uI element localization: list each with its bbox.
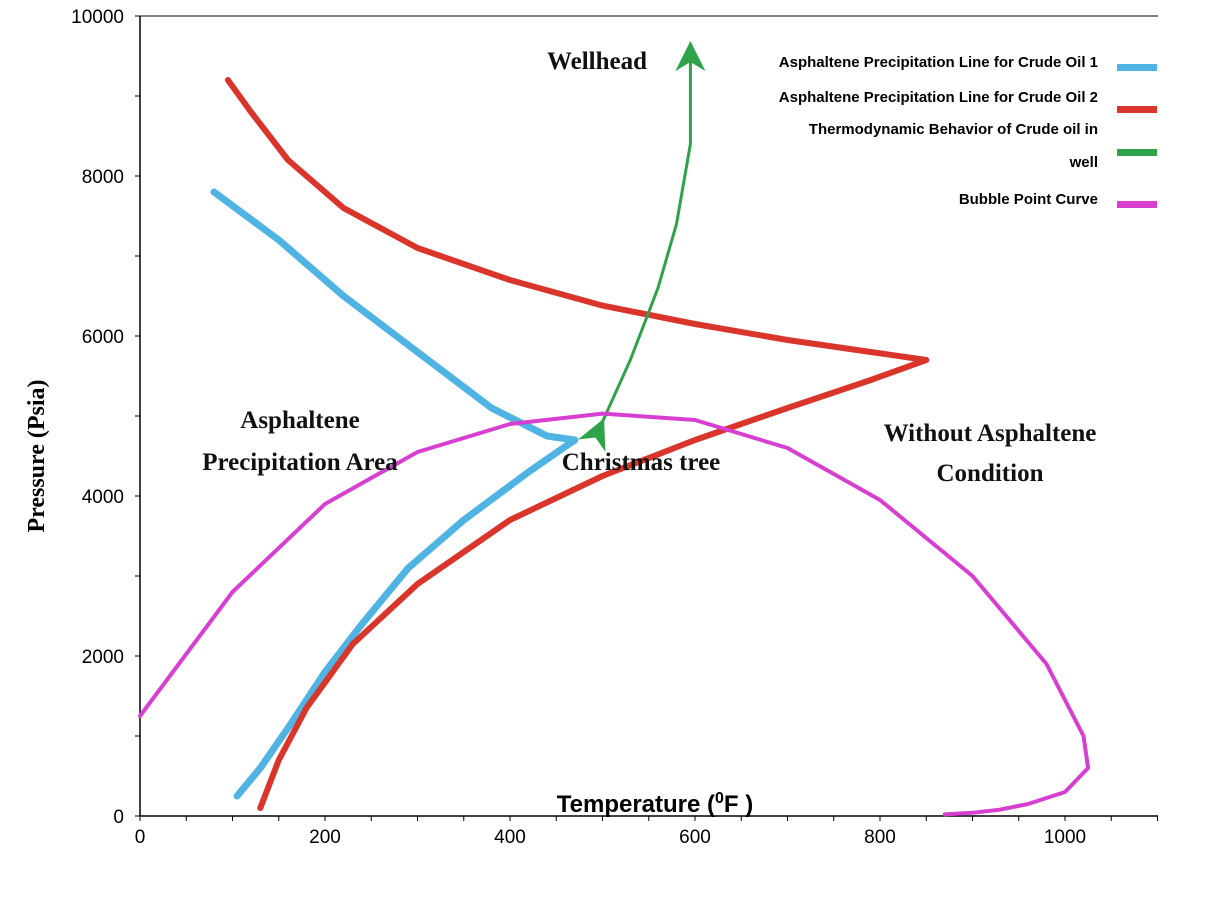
annotation-christmas-tree: Christmas tree bbox=[562, 449, 721, 476]
x-axis-title-text: Temperature ( bbox=[557, 791, 715, 818]
annotation-without-asphaltene-line2: Condition bbox=[937, 460, 1044, 487]
x-tick-label: 1000 bbox=[1044, 827, 1086, 848]
y-tick-label: 6000 bbox=[82, 327, 124, 348]
annotation-precipitation-area-line2: Precipitation Area bbox=[202, 449, 398, 476]
x-axis-title: Temperature (0F ) bbox=[557, 790, 754, 818]
legend-swatch-bubble-point bbox=[1117, 201, 1157, 208]
annotation-precipitation-area-line1: Asphaltene bbox=[240, 407, 359, 434]
legend-label-crude-oil-2: Asphaltene Precipitation Line for Crude … bbox=[779, 89, 1098, 106]
y-tick-label: 0 bbox=[113, 807, 124, 828]
y-tick-label: 10000 bbox=[71, 7, 124, 28]
y-tick-label: 2000 bbox=[82, 647, 124, 668]
x-tick-label: 600 bbox=[679, 827, 711, 848]
legend-swatch-thermodynamic-behavior bbox=[1117, 149, 1157, 156]
x-tick-label: 200 bbox=[309, 827, 341, 848]
series-bubble-point bbox=[138, 411, 1091, 817]
legend-label-crude-oil-1: Asphaltene Precipitation Line for Crude … bbox=[779, 54, 1098, 71]
x-tick-label: 800 bbox=[864, 827, 896, 848]
legend-label-thermodynamic-behavior: Thermodynamic Behavior of Crude oil in bbox=[809, 121, 1098, 138]
y-axis-title: Pressure (Psia) bbox=[24, 379, 50, 532]
series-layer bbox=[138, 41, 1091, 817]
y-tick-label: 8000 bbox=[82, 167, 124, 188]
x-tick-label: 400 bbox=[494, 827, 526, 848]
series-thermodynamic-behavior bbox=[578, 41, 706, 452]
y-tick-label: 4000 bbox=[82, 487, 124, 508]
x-axis-title-superscript: 0 bbox=[715, 790, 724, 807]
legend-swatch-crude-oil-1 bbox=[1117, 64, 1157, 71]
x-axis-title-unit: F ) bbox=[724, 791, 753, 818]
legend-label-thermodynamic-behavior-wrap: well bbox=[1069, 154, 1098, 171]
annotation-without-asphaltene-line1: Without Asphaltene bbox=[884, 420, 1097, 447]
x-tick-label: 0 bbox=[135, 827, 146, 848]
annotation-wellhead: Wellhead bbox=[547, 48, 647, 75]
series-crude-oil-1 bbox=[210, 188, 579, 800]
legend: Asphaltene Precipitation Line for Crude … bbox=[779, 54, 1157, 208]
legend-label-bubble-point: Bubble Point Curve bbox=[959, 191, 1098, 208]
legend-swatch-crude-oil-2 bbox=[1117, 106, 1157, 113]
series-crude-oil-2 bbox=[224, 77, 930, 811]
